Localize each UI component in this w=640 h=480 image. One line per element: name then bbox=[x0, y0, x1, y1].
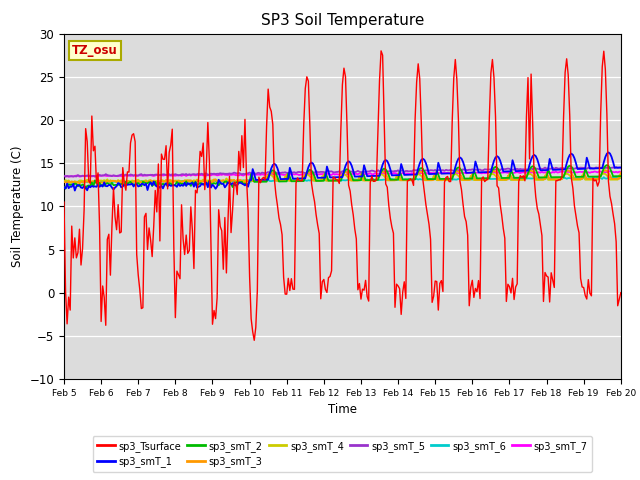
sp3_smT_4 bbox=[165, 177, 173, 183]
sp3_smT_6 bbox=[410, 177, 417, 182]
sp3_smT_7 bbox=[397, 171, 405, 177]
sp3_smT_3 bbox=[602, 168, 609, 173]
sp3_smT_7 bbox=[165, 172, 173, 178]
sp3_smT_2 bbox=[550, 174, 558, 180]
sp3_smT_4 bbox=[600, 171, 607, 177]
sp3_smT_1 bbox=[165, 182, 173, 188]
sp3_Tsurface bbox=[399, 289, 406, 295]
sp3_smT_2 bbox=[77, 183, 85, 189]
sp3_smT_5 bbox=[397, 168, 405, 173]
sp3_smT_3 bbox=[76, 180, 83, 186]
sp3_smT_6 bbox=[60, 179, 68, 185]
sp3_smT_1 bbox=[71, 188, 79, 193]
sp3_smT_3 bbox=[397, 177, 405, 183]
Line: sp3_Tsurface: sp3_Tsurface bbox=[64, 51, 621, 340]
sp3_smT_4 bbox=[550, 177, 558, 183]
sp3_smT_2 bbox=[61, 186, 69, 192]
sp3_Tsurface bbox=[617, 290, 625, 296]
sp3_smT_7 bbox=[77, 173, 85, 179]
sp3_smT_6 bbox=[379, 177, 387, 183]
sp3_Tsurface bbox=[380, 117, 388, 122]
sp3_smT_1 bbox=[77, 185, 85, 191]
sp3_smT_5 bbox=[60, 173, 68, 179]
sp3_smT_4 bbox=[76, 178, 83, 183]
sp3_smT_2 bbox=[379, 167, 387, 172]
sp3_smT_6 bbox=[77, 180, 85, 185]
sp3_smT_3 bbox=[379, 168, 387, 174]
sp3_smT_3 bbox=[410, 177, 417, 183]
sp3_smT_4 bbox=[410, 175, 417, 181]
sp3_Tsurface bbox=[76, 226, 83, 232]
Y-axis label: Soil Temperature (C): Soil Temperature (C) bbox=[11, 145, 24, 267]
sp3_smT_5 bbox=[91, 174, 99, 180]
sp3_smT_6 bbox=[165, 178, 173, 183]
sp3_smT_1 bbox=[617, 165, 625, 170]
sp3_smT_6 bbox=[617, 175, 625, 181]
X-axis label: Time: Time bbox=[328, 404, 357, 417]
sp3_smT_1 bbox=[410, 172, 417, 178]
sp3_Tsurface bbox=[377, 48, 385, 54]
sp3_smT_7 bbox=[617, 169, 625, 175]
Line: sp3_smT_4: sp3_smT_4 bbox=[64, 174, 621, 182]
sp3_smT_3 bbox=[617, 170, 625, 176]
sp3_smT_6 bbox=[397, 177, 405, 182]
sp3_smT_2 bbox=[410, 177, 417, 182]
sp3_smT_3 bbox=[60, 179, 68, 185]
sp3_smT_3 bbox=[128, 181, 136, 187]
sp3_smT_7 bbox=[410, 171, 417, 177]
sp3_smT_6 bbox=[65, 180, 72, 186]
sp3_smT_5 bbox=[410, 167, 417, 173]
sp3_smT_7 bbox=[60, 173, 68, 179]
sp3_smT_7 bbox=[606, 168, 614, 174]
sp3_smT_5 bbox=[379, 168, 387, 174]
sp3_smT_1 bbox=[60, 184, 68, 190]
sp3_Tsurface bbox=[250, 337, 258, 343]
Line: sp3_smT_2: sp3_smT_2 bbox=[64, 165, 621, 189]
sp3_smT_4 bbox=[397, 178, 405, 183]
sp3_smT_7 bbox=[65, 174, 72, 180]
Line: sp3_smT_7: sp3_smT_7 bbox=[64, 171, 621, 177]
sp3_smT_4 bbox=[379, 172, 387, 178]
sp3_smT_3 bbox=[550, 176, 558, 182]
sp3_smT_4 bbox=[617, 174, 625, 180]
sp3_smT_4 bbox=[60, 179, 68, 185]
sp3_smT_5 bbox=[165, 171, 173, 177]
Line: sp3_smT_5: sp3_smT_5 bbox=[64, 167, 621, 177]
sp3_smT_2 bbox=[60, 184, 68, 190]
sp3_smT_1 bbox=[550, 167, 558, 173]
sp3_smT_5 bbox=[617, 165, 625, 170]
sp3_smT_2 bbox=[603, 162, 611, 168]
sp3_smT_5 bbox=[612, 164, 620, 170]
sp3_Tsurface bbox=[552, 178, 559, 184]
sp3_smT_1 bbox=[379, 162, 387, 168]
sp3_smT_6 bbox=[606, 174, 614, 180]
sp3_smT_7 bbox=[550, 169, 558, 175]
sp3_smT_2 bbox=[165, 180, 173, 186]
Line: sp3_smT_3: sp3_smT_3 bbox=[64, 170, 621, 184]
sp3_smT_4 bbox=[143, 180, 151, 185]
sp3_smT_5 bbox=[550, 166, 558, 172]
Text: TZ_osu: TZ_osu bbox=[72, 44, 118, 57]
sp3_smT_3 bbox=[165, 180, 173, 186]
sp3_Tsurface bbox=[164, 186, 172, 192]
sp3_smT_2 bbox=[397, 172, 405, 178]
Title: SP3 Soil Temperature: SP3 Soil Temperature bbox=[260, 13, 424, 28]
sp3_smT_6 bbox=[550, 175, 558, 181]
sp3_smT_7 bbox=[379, 170, 387, 176]
Legend: sp3_Tsurface, sp3_smT_1, sp3_smT_2, sp3_smT_3, sp3_smT_4, sp3_smT_5, sp3_smT_6, : sp3_Tsurface, sp3_smT_1, sp3_smT_2, sp3_… bbox=[93, 436, 592, 472]
sp3_Tsurface bbox=[60, 199, 68, 205]
Line: sp3_smT_6: sp3_smT_6 bbox=[64, 177, 621, 183]
sp3_smT_1 bbox=[397, 161, 405, 167]
Line: sp3_smT_1: sp3_smT_1 bbox=[64, 152, 621, 191]
sp3_smT_1 bbox=[605, 149, 612, 155]
sp3_smT_5 bbox=[76, 173, 83, 179]
sp3_smT_2 bbox=[617, 173, 625, 179]
sp3_Tsurface bbox=[412, 117, 419, 122]
